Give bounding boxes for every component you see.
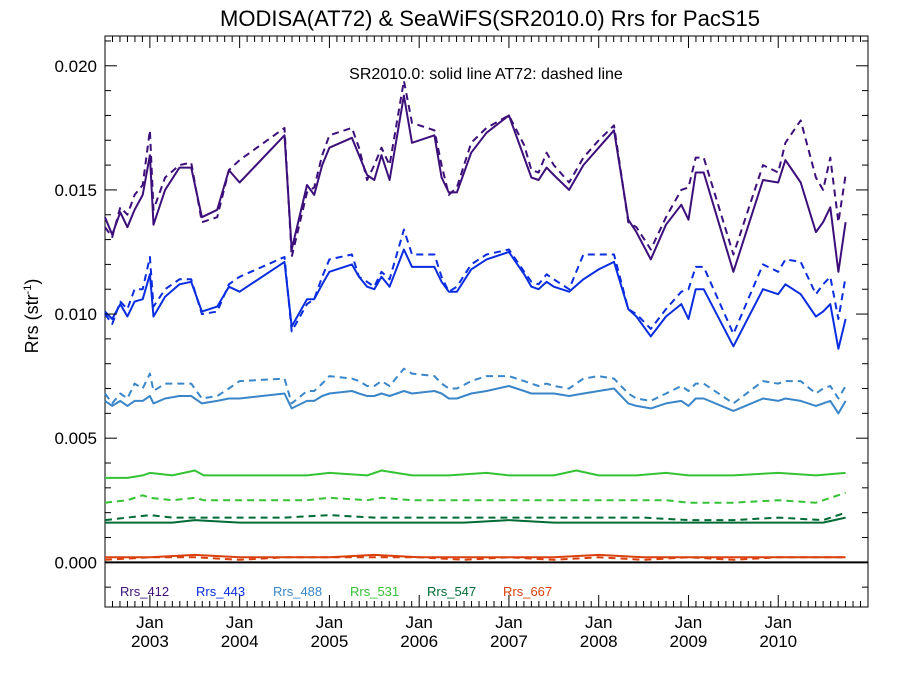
legend-item-rrs-488: Rrs_488 (273, 584, 322, 599)
legend-item-rrs-443: Rrs_443 (196, 584, 245, 599)
line-style-annotation: SR2010.0: solid line AT72: dashed line (349, 66, 623, 83)
x-tick-year-label: 2008 (580, 632, 618, 651)
x-tick-year-label: 2007 (490, 632, 528, 651)
rrs-488-dashed-line (104, 367, 847, 405)
rrs-547-dashed-line (104, 511, 846, 522)
legend-item-rrs-531: Rrs_531 (350, 584, 399, 599)
x-tick-year-label: 2003 (131, 632, 169, 651)
y-tick-label: 0.010 (54, 305, 97, 324)
y-axis-label-superscript: -1 (22, 285, 34, 295)
chart-title: MODISA(AT72) & SeaWiFS(SR2010.0) Rrs for… (220, 6, 760, 31)
rrs-412-solid-line (104, 94, 847, 273)
y-tick-label: 0.015 (54, 181, 97, 200)
legend-item-rrs-667: Rrs_667 (503, 584, 552, 599)
x-tick-year-label: 2006 (400, 632, 438, 651)
x-tick-month-label: Jan (585, 613, 612, 632)
legend-item-rrs-547: Rrs_547 (427, 584, 476, 599)
legend-item-rrs-412: Rrs_412 (120, 584, 169, 599)
rrs-547-solid-line (105, 516, 846, 524)
x-tick-month-label: Jan (405, 613, 432, 632)
y-axis-label: Rrs (str-1) (22, 279, 42, 354)
x-tick-year-label: 2005 (310, 632, 348, 651)
y-tick-label: 0.005 (54, 429, 97, 448)
x-tick-month-label: Jan (765, 613, 792, 632)
legend: Rrs_412 Rrs_443 Rrs_488 Rrs_531 Rrs_547 Rrs_6… (120, 584, 552, 599)
rrs-412-dashed-line (104, 79, 847, 258)
tick-labels-layer: 0.0000.0050.0100.0150.020Jan2003Jan2004J… (54, 57, 797, 651)
y-axis-label-close: ) (22, 279, 42, 285)
x-tick-month-label: Jan (136, 613, 163, 632)
x-tick-year-label: 2010 (759, 632, 797, 651)
x-tick-month-label: Jan (675, 613, 702, 632)
x-tick-month-label: Jan (316, 613, 343, 632)
ticks-layer (104, 36, 869, 607)
rrs-488-solid-line (104, 385, 847, 415)
series-layer (104, 79, 847, 561)
rrs-531-solid-line (105, 469, 846, 479)
x-tick-month-label: Jan (495, 613, 522, 632)
x-tick-month-label: Jan (226, 613, 253, 632)
x-tick-year-label: 2004 (221, 632, 259, 651)
rrs-443-solid-line (104, 248, 847, 350)
x-tick-year-label: 2009 (670, 632, 708, 651)
y-tick-label: 0.020 (54, 57, 97, 76)
y-axis-label-text: Rrs (str (22, 294, 42, 353)
rrs-443-dashed-line (104, 228, 847, 335)
y-tick-label: 0.000 (54, 553, 97, 572)
rrs-531-dashed-line (104, 491, 846, 504)
rrs-667-solid-line (105, 553, 846, 559)
